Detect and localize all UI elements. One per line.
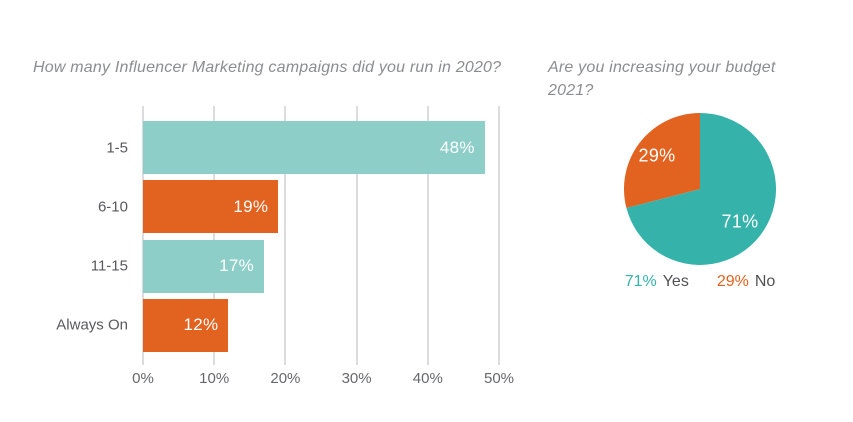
pie-slice-yes <box>626 113 776 265</box>
x-axis-tick: 20% <box>270 370 301 387</box>
category-label: Always On <box>56 316 128 334</box>
pie-legend: 71% Yes 29% No <box>614 273 786 293</box>
x-axis-tick: 40% <box>412 370 443 387</box>
legend-item-yes: 71% Yes <box>625 273 689 293</box>
x-axis-tick: 10% <box>199 370 230 387</box>
pie-slice-label: 29% <box>638 145 676 166</box>
bar-value-label: 19% <box>233 196 269 216</box>
x-axis-tick: 30% <box>341 370 372 387</box>
bar-chart-title: How many Influencer Marketing campaigns … <box>33 59 502 76</box>
bar-6-10: 19% <box>143 180 279 234</box>
x-axis-tick: 0% <box>132 370 154 387</box>
category-label: 1-5 <box>106 139 128 156</box>
bar-value-label: 12% <box>183 315 219 335</box>
bar-x-axis: 0% 10% 20% 30% 40% 50% <box>132 370 514 390</box>
bar-always-on: 12% <box>143 298 229 352</box>
x-axis-tick: 50% <box>483 370 515 387</box>
gridline <box>498 106 500 365</box>
pie-chart: 71% 29% <box>624 113 776 265</box>
gridline <box>426 106 429 365</box>
bar-value-label: 48% <box>439 137 475 157</box>
category-label: 11-15 <box>90 257 128 275</box>
gridline <box>142 106 144 365</box>
pie-slice-no <box>624 113 700 208</box>
legend-label: Yes <box>662 273 689 290</box>
pie-svg <box>624 113 776 265</box>
gridline <box>213 106 216 365</box>
legend-item-no: 29% No <box>717 273 775 293</box>
legend-percent: 71% <box>624 273 657 290</box>
category-label: 6-10 <box>97 198 128 216</box>
legend-percent: 29% <box>716 273 749 290</box>
legend-label: No <box>754 273 776 290</box>
pie-slice-label: 71% <box>721 211 759 232</box>
gridline <box>355 106 358 365</box>
bar-11-15: 17% <box>143 239 265 293</box>
gridline <box>284 106 287 365</box>
bar-chart-plot: 48% 19% 17% 12% <box>142 106 500 365</box>
bar-category-axis: 1-5 6-10 11-15 Always On <box>0 106 128 365</box>
bar-1-5: 48% <box>143 121 485 174</box>
bar-value-label: 17% <box>219 256 255 276</box>
pie-chart-title: Are you increasing your budget 2021? <box>548 59 776 99</box>
